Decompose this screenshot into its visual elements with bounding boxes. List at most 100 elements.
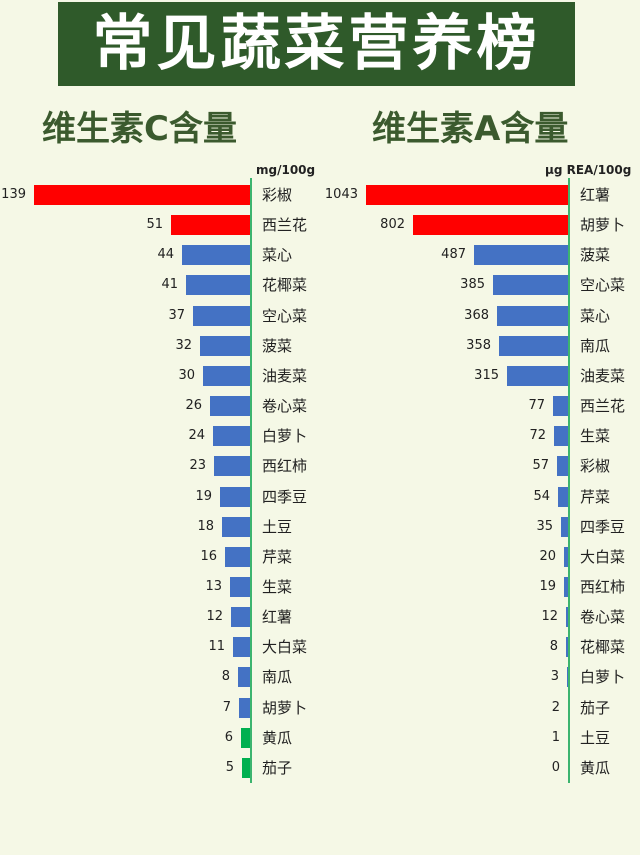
category-label: 红薯	[580, 186, 611, 204]
bar	[413, 215, 568, 235]
bar-value-label: 315	[474, 368, 499, 383]
chart-title-vitamin-c: 维生素C含量	[42, 109, 237, 149]
bar-value-label: 7	[222, 700, 231, 715]
category-label: 菠菜	[580, 246, 611, 264]
bar-value-label: 6	[224, 730, 233, 745]
category-label: 黄瓜	[262, 729, 293, 747]
bar-value-label: 1	[551, 730, 560, 745]
bar-value-label: 35	[536, 519, 553, 534]
unit-label-vitamin-c: mg/100g	[256, 163, 316, 177]
bar	[34, 185, 250, 205]
bar-value-label: 358	[466, 338, 491, 353]
bar	[200, 336, 250, 356]
bar	[214, 456, 250, 476]
category-label: 黄瓜	[580, 759, 611, 777]
axis-line-vitamin-a	[568, 178, 570, 783]
bar-value-label: 44	[157, 247, 174, 262]
bar-value-label: 8	[221, 669, 230, 684]
bar-value-label: 26	[185, 398, 202, 413]
category-label: 油麦菜	[580, 367, 626, 385]
category-label: 西红柿	[580, 578, 626, 596]
bar-value-label: 19	[539, 579, 556, 594]
category-label: 西兰花	[262, 216, 308, 234]
category-label: 四季豆	[262, 488, 308, 506]
bar-value-label: 12	[541, 609, 558, 624]
category-label: 西兰花	[580, 397, 626, 415]
bar-value-label: 41	[161, 277, 178, 292]
category-label: 西红柿	[262, 457, 308, 475]
category-label: 彩椒	[262, 186, 293, 204]
category-label: 菠菜	[262, 337, 293, 355]
bar	[566, 637, 568, 657]
bar	[222, 517, 250, 537]
bar-value-label: 23	[189, 458, 206, 473]
title-banner: 常见蔬菜营养榜	[58, 2, 575, 86]
bar	[231, 607, 250, 627]
category-label: 土豆	[262, 518, 293, 536]
category-label: 茄子	[580, 699, 611, 717]
axis-line-vitamin-c	[250, 178, 252, 783]
category-label: 生菜	[580, 427, 611, 445]
bar-value-label: 20	[539, 549, 556, 564]
bar-value-label: 802	[380, 217, 405, 232]
bar-value-label: 18	[197, 519, 214, 534]
category-label: 卷心菜	[262, 397, 308, 415]
bar	[474, 245, 568, 265]
bar	[193, 306, 250, 326]
category-label: 彩椒	[580, 457, 611, 475]
category-label: 空心菜	[580, 276, 626, 294]
category-label: 红薯	[262, 608, 293, 626]
bar-value-label: 16	[200, 549, 217, 564]
category-label: 芹菜	[262, 548, 293, 566]
category-label: 大白菜	[262, 638, 308, 656]
bar	[564, 577, 568, 597]
bar-value-label: 54	[533, 489, 550, 504]
bar	[220, 487, 250, 507]
category-label: 菜心	[262, 246, 293, 264]
bar-value-label: 1043	[324, 187, 358, 202]
category-label: 生菜	[262, 578, 293, 596]
bar	[225, 547, 250, 567]
bar	[230, 577, 250, 597]
category-label: 南瓜	[262, 668, 293, 686]
category-label: 南瓜	[580, 337, 611, 355]
category-label: 胡萝卜	[580, 216, 626, 234]
category-label: 土豆	[580, 729, 611, 747]
bar	[554, 426, 568, 446]
bar	[497, 306, 568, 326]
bar	[182, 245, 250, 265]
bar	[507, 366, 568, 386]
chart-title-vitamin-a: 维生素A含量	[372, 109, 569, 149]
bar-value-label: 11	[208, 639, 225, 654]
category-label: 芹菜	[580, 488, 611, 506]
bar-value-label: 3	[550, 669, 559, 684]
bar	[567, 667, 568, 687]
bar-value-label: 487	[441, 247, 466, 262]
category-label: 空心菜	[262, 307, 308, 325]
bar	[213, 426, 250, 446]
bar	[210, 396, 250, 416]
bar	[564, 547, 568, 567]
bar-value-label: 5	[225, 760, 234, 775]
bar-value-label: 30	[178, 368, 195, 383]
bar-value-label: 2	[551, 700, 560, 715]
page-title: 常见蔬菜营养榜	[92, 9, 541, 79]
bar	[242, 758, 250, 778]
category-label: 茄子	[262, 759, 293, 777]
bar	[499, 336, 568, 356]
bar-value-label: 139	[1, 187, 26, 202]
category-label: 菜心	[580, 307, 611, 325]
bar	[561, 517, 568, 537]
bar-value-label: 72	[529, 428, 546, 443]
bar-value-label: 57	[532, 458, 549, 473]
bar	[553, 396, 568, 416]
bar-value-label: 37	[168, 308, 185, 323]
bar	[366, 185, 568, 205]
bar-value-label: 12	[206, 609, 223, 624]
category-label: 白萝卜	[580, 668, 626, 686]
bar-value-label: 51	[146, 217, 163, 232]
category-label: 大白菜	[580, 548, 626, 566]
category-label: 胡萝卜	[262, 699, 308, 717]
bar	[239, 698, 250, 718]
unit-label-vitamin-a: μg REA/100g	[545, 163, 632, 177]
